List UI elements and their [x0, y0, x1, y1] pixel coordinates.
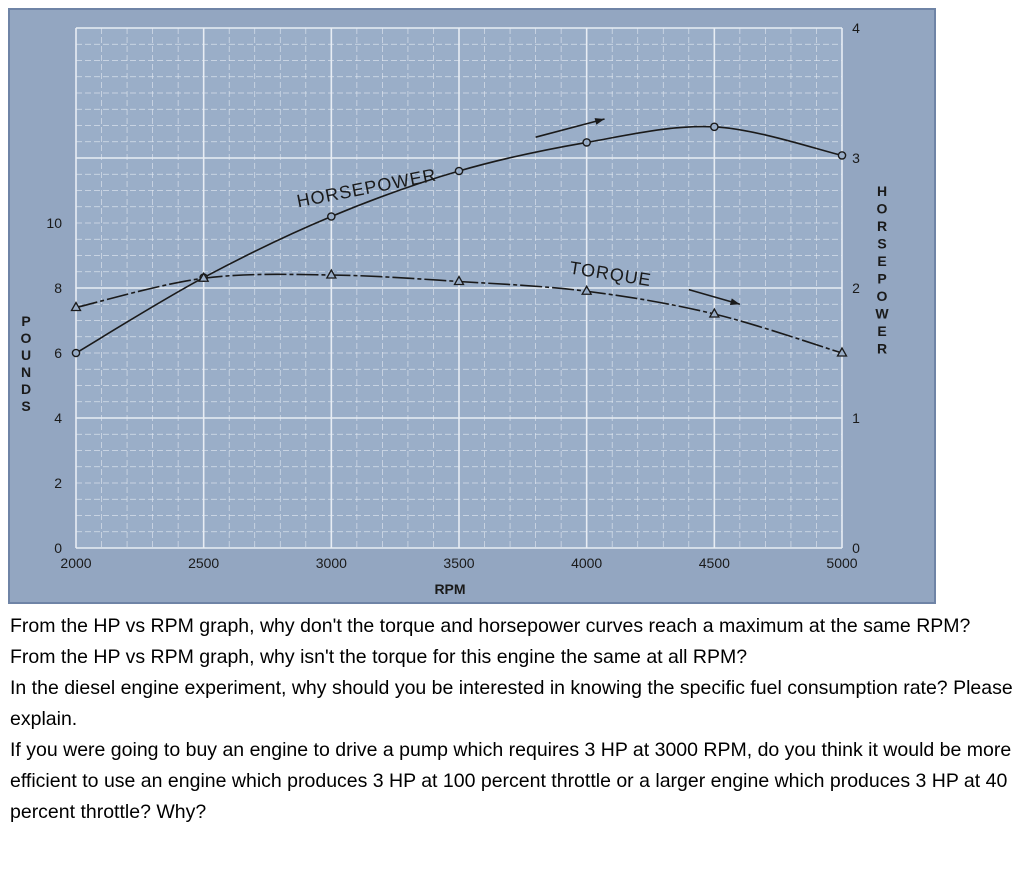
curve-label-arrows: [535, 118, 741, 306]
right-axis-title: HORSEPOWER: [875, 183, 889, 357]
series: [70, 122, 848, 358]
x-tick-label: 4000: [571, 555, 602, 571]
right-axis-title-letter: E: [877, 253, 886, 269]
torque-point: [581, 284, 593, 295]
left-tick-label: 0: [54, 540, 62, 556]
x-tick-labels: 2000 2500 3000 3500 4000 4500 5000: [60, 555, 857, 571]
torque-point: [836, 346, 848, 357]
engine-performance-chart: 2000 2500 3000 3500 4000 4500 5000 0 2 4 6 8 10 0 1 2…: [21, 20, 890, 597]
question-3: In the diesel engine experiment, why sho…: [10, 677, 1013, 730]
questions-block: From the HP vs RPM graph, why don't the …: [10, 611, 1020, 828]
right-tick-labels: 0 1 2 3 4: [852, 20, 860, 556]
x-axis-title: RPM: [434, 581, 465, 597]
question-2: From the HP vs RPM graph, why isn't the …: [10, 646, 748, 668]
left-tick-label: 4: [54, 410, 62, 426]
grid: [75, 27, 843, 549]
left-tick-label: 8: [54, 280, 62, 296]
torque-point: [453, 275, 465, 286]
x-tick-label: 3000: [316, 555, 347, 571]
torque-arrow-head: [729, 298, 740, 305]
x-tick-label: 3500: [443, 555, 474, 571]
horsepower-arrow-head: [594, 118, 605, 125]
torque-point: [70, 301, 82, 312]
chart-figure: 2000 2500 3000 3500 4000 4500 5000 0 2 4 6 8 10 0 1 2…: [8, 8, 936, 604]
left-axis-title-letter: O: [21, 330, 32, 346]
horsepower-point: [582, 138, 591, 147]
question-4: If you were going to buy an engine to dr…: [10, 739, 1012, 823]
left-axis-title-letter: D: [21, 381, 31, 397]
left-tick-label: 6: [54, 345, 62, 361]
torque-point: [708, 307, 720, 318]
right-axis-title-letter: E: [877, 323, 886, 339]
horsepower-point: [454, 166, 464, 176]
question-1: From the HP vs RPM graph, why don't the …: [10, 615, 971, 637]
left-tick-label: 10: [46, 215, 62, 231]
right-axis-title-letter: W: [875, 306, 889, 322]
left-axis-title-letter: P: [21, 313, 30, 329]
right-axis-title-letter: O: [877, 201, 888, 217]
right-axis-title-letter: O: [877, 288, 888, 304]
right-tick-label: 4: [852, 20, 860, 36]
right-tick-label: 2: [852, 280, 860, 296]
horsepower-point: [71, 348, 81, 358]
left-tick-labels: 0 2 4 6 8 10: [46, 215, 62, 556]
right-axis-title-letter: S: [877, 236, 886, 252]
torque-point: [325, 268, 337, 279]
left-axis-title-letter: S: [21, 398, 30, 414]
right-axis-title-letter: R: [877, 218, 887, 234]
horsepower-arrow: [535, 118, 605, 138]
x-tick-label: 5000: [826, 555, 857, 571]
left-tick-label: 2: [54, 475, 62, 491]
horsepower-point: [837, 151, 847, 160]
right-axis-title-letter: P: [877, 271, 886, 287]
horsepower-point: [710, 122, 719, 132]
right-tick-label: 3: [852, 150, 860, 166]
torque-point: [198, 271, 210, 282]
right-tick-label: 0: [852, 540, 860, 556]
horsepower-point: [327, 212, 336, 221]
left-axis-title-letter: N: [21, 364, 31, 380]
x-tick-label: 2500: [188, 555, 219, 571]
right-tick-label: 1: [852, 410, 860, 426]
left-axis-title-letter: U: [21, 347, 31, 363]
right-axis-title-letter: H: [877, 183, 887, 199]
x-tick-label: 4500: [699, 555, 730, 571]
x-tick-label: 2000: [60, 555, 91, 571]
right-axis-title-letter: R: [877, 341, 887, 357]
